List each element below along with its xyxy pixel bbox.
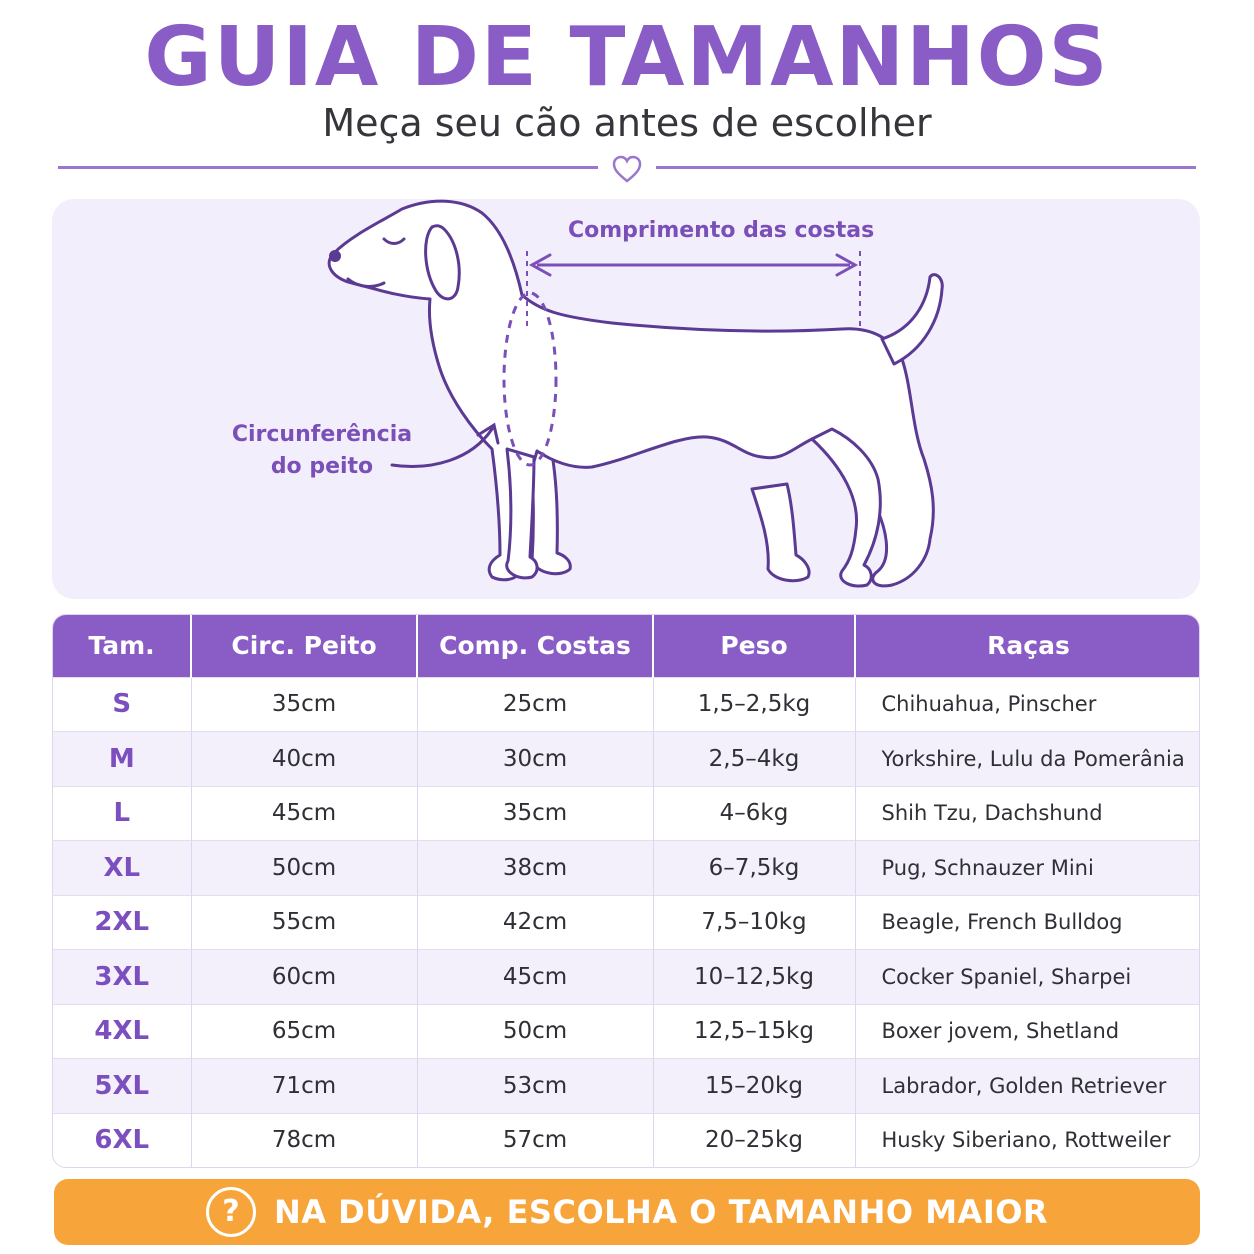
header-size: Tam. [53,615,192,677]
table-row: 6XL 78cm 57cm 20–25kg Husky Siberiano, R… [53,1112,1199,1167]
breeds-cell: Chihuahua, Pinscher [855,676,1199,732]
breeds-cell: Boxer jovem, Shetland [855,1003,1199,1059]
weight-cell: 10–12,5kg [653,949,856,1005]
size-cell: XL [53,840,192,896]
breeds-cell: Cocker Spaniel, Sharpei [855,949,1199,1005]
page-subtitle: Meça seu cão antes de escolher [322,101,932,145]
breeds-cell: Husky Siberiano, Rottweiler [855,1112,1199,1167]
page-title: GUIA DE TAMANHOS [144,10,1110,105]
weight-cell: 6–7,5kg [653,840,856,896]
size-table: Tam. Circ. Peito Comp. Costas Peso Raças… [52,614,1200,1168]
back-length-cell: 45cm [417,949,654,1005]
header-chest: Circ. Peito [191,615,418,677]
table-row: 5XL 71cm 53cm 15–20kg Labrador, Golden R… [53,1058,1199,1114]
back-length-cell: 25cm [417,676,654,732]
breeds-cell: Labrador, Golden Retriever [855,1058,1199,1114]
size-cell: 4XL [53,1003,192,1059]
table-row: 3XL 60cm 45cm 10–12,5kg Cocker Spaniel, … [53,949,1199,1005]
back-length-cell: 50cm [417,1003,654,1059]
question-circle-icon: ? [205,1187,256,1237]
chest-label-line1: Circunferência [231,422,413,447]
chest-cell: 45cm [191,785,418,841]
back-length-cell: 30cm [417,731,654,787]
chest-cell: 78cm [191,1112,418,1167]
table-row: 2XL 55cm 42cm 7,5–10kg Beagle, French Bu… [53,894,1199,950]
chest-label-line2: do peito [270,454,374,479]
breeds-cell: Shih Tzu, Dachshund [855,785,1199,841]
heart-icon [612,155,642,183]
back-length-cell: 38cm [417,840,654,896]
back-length-cell: 35cm [417,785,654,841]
breeds-cell: Yorkshire, Lulu da Pomerânia [855,731,1199,787]
chest-cell: 60cm [191,949,418,1005]
dog-measurement-illustration: Comprimento das costas Circunferência do… [52,199,1200,599]
weight-cell: 1,5–2,5kg [653,676,856,732]
divider-left [58,166,598,169]
size-cell: S [53,676,192,732]
back-length-cell: 57cm [417,1112,654,1167]
table-row: M 40cm 30cm 2,5–4kg Yorkshire, Lulu da P… [53,731,1199,787]
table-row: S 35cm 25cm 1,5–2,5kg Chihuahua, Pinsche… [53,676,1199,732]
chest-cell: 40cm [191,731,418,787]
back-length-label: Comprimento das costas [568,218,875,243]
weight-cell: 20–25kg [653,1112,856,1167]
back-length-cell: 42cm [417,894,654,950]
size-cell: 2XL [53,894,192,950]
size-cell: 5XL [53,1058,192,1114]
table-row: 4XL 65cm 50cm 12,5–15kg Boxer jovem, She… [53,1003,1199,1059]
breeds-cell: Beagle, French Bulldog [855,894,1199,950]
weight-cell: 2,5–4kg [653,731,856,787]
size-cell: 3XL [53,949,192,1005]
back-length-cell: 53cm [417,1058,654,1114]
chest-cell: 71cm [191,1058,418,1114]
weight-cell: 12,5–15kg [653,1003,856,1059]
weight-cell: 15–20kg [653,1058,856,1114]
weight-cell: 7,5–10kg [653,894,856,950]
size-cell: 6XL [53,1112,192,1167]
divider-right [656,166,1196,169]
weight-cell: 4–6kg [653,785,856,841]
header-back-length: Comp. Costas [417,615,654,677]
table-row: L 45cm 35cm 4–6kg Shih Tzu, Dachshund [53,785,1199,841]
table-header-row: Tam. Circ. Peito Comp. Costas Peso Raças [53,615,1199,677]
dog-outline-icon [327,199,944,588]
advice-text: NA DÚVIDA, ESCOLHA O TAMANHO MAIOR [273,1193,1049,1231]
table-row: XL 50cm 38cm 6–7,5kg Pug, Schnauzer Mini [53,840,1199,896]
header-weight: Peso [653,615,856,677]
chest-cell: 65cm [191,1003,418,1059]
breeds-cell: Pug, Schnauzer Mini [855,840,1199,896]
size-cell: L [53,785,192,841]
advice-banner: ? NA DÚVIDA, ESCOLHA O TAMANHO MAIOR [54,1179,1200,1245]
chest-cell: 35cm [191,676,418,732]
header-breeds: Raças [855,615,1199,677]
chest-cell: 55cm [191,894,418,950]
chest-cell: 50cm [191,840,418,896]
size-cell: M [53,731,192,787]
